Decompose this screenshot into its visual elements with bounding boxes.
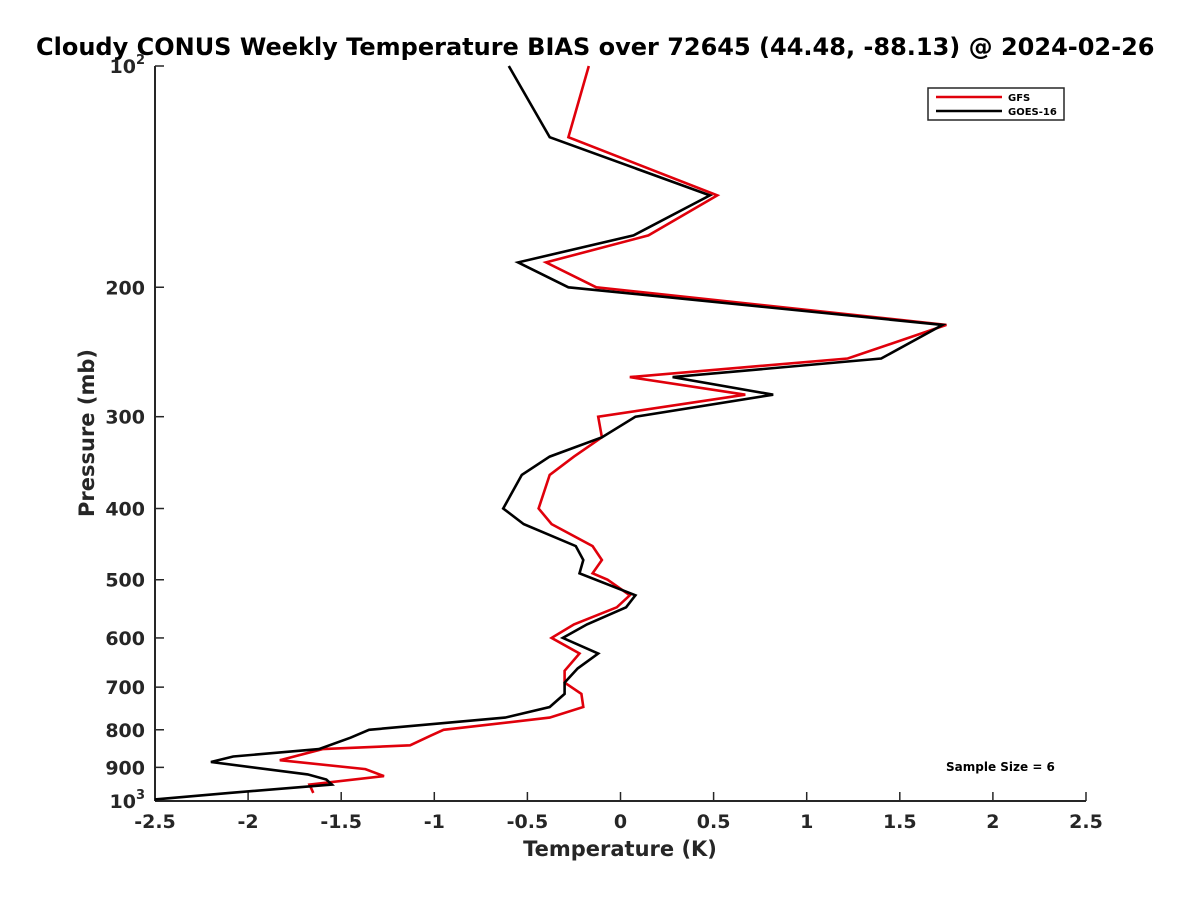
series-lines: [154, 65, 947, 801]
chart-title: Cloudy CONUS Weekly Temperature BIAS ove…: [36, 33, 1154, 61]
y-tick-label: 300: [105, 407, 145, 429]
x-tick-label: 0.5: [697, 811, 731, 833]
y-tick-label: 600: [105, 628, 145, 650]
legend-label-goes16: GOES-16: [1008, 107, 1057, 118]
y-tick-label: 500: [105, 570, 145, 592]
y-tick-label: 700: [105, 677, 145, 699]
y-tick-label: 800: [105, 720, 145, 742]
sample-size-annotation: Sample Size = 6: [946, 760, 1055, 774]
legend: GFS GOES-16: [927, 87, 1065, 121]
legend-label-gfs: GFS: [1008, 93, 1030, 104]
legend-box: [927, 87, 1065, 121]
x-tick-label: -2.5: [134, 811, 176, 833]
x-ticks: -2.5 -2 -1.5 -1 -0.5 0 0.5 1 1.5 2 2.5: [134, 792, 1103, 833]
plot-area: -2.5 -2 -1.5 -1 -0.5 0 0.5 1 1.5 2 2.5 102 200 300 40…: [105, 53, 1103, 833]
y-tick-label: 900: [105, 757, 145, 779]
x-axis-label: Temperature (K): [523, 837, 717, 861]
series-line-goes16: [154, 65, 947, 801]
y-tick-label: 400: [105, 499, 145, 521]
y-tick-label: 103: [110, 788, 146, 813]
y-tick-label: 102: [110, 53, 146, 78]
y-tick-label: 200: [105, 277, 145, 299]
x-tick-label: 1.5: [883, 811, 917, 833]
x-tick-label: 2.5: [1069, 811, 1103, 833]
x-tick-label: -1: [424, 811, 445, 833]
y-ticks: 102 200 300 400 500 600 700 800 900 103: [105, 53, 164, 813]
x-tick-label: 0: [614, 811, 627, 833]
x-tick-label: -1.5: [320, 811, 362, 833]
x-tick-label: 2: [986, 811, 999, 833]
y-axis-label: Pressure (mb): [75, 349, 99, 517]
x-tick-label: -0.5: [507, 811, 549, 833]
x-tick-label: -2: [238, 811, 259, 833]
x-tick-label: 1: [800, 811, 813, 833]
series-line-gfs: [279, 65, 947, 794]
